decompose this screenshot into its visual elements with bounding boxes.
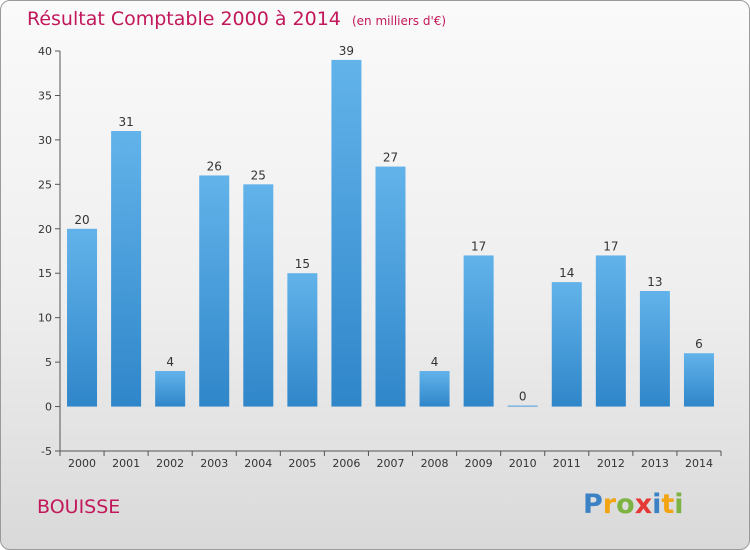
bar-value-label: 0: [519, 390, 527, 404]
bar-value-label: 4: [431, 355, 439, 369]
subtitle-text: (en milliers d'€): [351, 14, 447, 28]
logo-letter: r: [602, 489, 617, 520]
bar-2013: [639, 291, 670, 407]
bar-2004: [243, 184, 274, 407]
bar-2014: [683, 353, 714, 407]
title-text: Résultat Comptable 2000 à 2014: [27, 8, 341, 30]
bar-2001: [111, 131, 142, 407]
x-tick-label: 2000: [68, 457, 96, 470]
bar-2003: [199, 175, 230, 407]
proxiti-logo: Proxiti: [583, 489, 684, 520]
x-tick-label: 2006: [332, 457, 360, 470]
x-tick-label: 2003: [200, 457, 228, 470]
x-tick-label: 2007: [377, 457, 405, 470]
y-tick-label: 25: [38, 178, 52, 191]
bar-value-label: 14: [559, 266, 574, 280]
bar-2000: [67, 228, 98, 407]
chart-title: Résultat Comptable 2000 à 2014 (en milli…: [27, 8, 446, 30]
bar-value-label: 17: [603, 239, 618, 253]
bar-value-label: 15: [295, 257, 310, 271]
bar-2002: [155, 371, 186, 407]
bar-2005: [287, 273, 318, 407]
bar-2009: [463, 255, 494, 407]
bar-2010: [507, 405, 538, 407]
bar-value-label: 13: [647, 275, 662, 289]
y-tick-label: 0: [45, 401, 52, 414]
x-tick-label: 2014: [685, 457, 713, 470]
bar-value-label: 39: [339, 44, 354, 58]
x-tick-label: 2004: [244, 457, 272, 470]
logo-letter: t: [661, 489, 675, 520]
bar-value-label: 17: [471, 239, 486, 253]
y-tick-label: 20: [38, 223, 52, 236]
bar-2008: [419, 371, 450, 407]
x-tick-label: 2013: [641, 457, 669, 470]
bar-2006: [331, 59, 362, 407]
x-tick-label: 2002: [156, 457, 184, 470]
bar-2011: [551, 282, 582, 407]
y-tick-label: 5: [45, 356, 52, 369]
x-tick-label: 2011: [553, 457, 581, 470]
x-tick-label: 2005: [288, 457, 316, 470]
y-tick-label: 30: [38, 134, 52, 147]
logo-letter: i: [674, 489, 684, 520]
y-tick-label: 35: [38, 89, 52, 102]
x-tick-label: 2001: [112, 457, 140, 470]
logo-letter: i: [652, 489, 662, 520]
x-tick-label: 2012: [597, 457, 625, 470]
bar-value-label: 27: [383, 151, 398, 165]
bar-value-label: 25: [251, 168, 266, 182]
logo-letter: o: [616, 489, 635, 520]
bar-2007: [375, 166, 406, 407]
bar-value-label: 20: [74, 213, 89, 227]
bar-2012: [595, 255, 626, 407]
x-tick-label: 2010: [509, 457, 537, 470]
y-tick-label: -5: [41, 445, 52, 458]
bar-value-label: 26: [207, 159, 222, 173]
bar-value-label: 4: [166, 355, 174, 369]
logo-letter: P: [583, 489, 603, 520]
logo-letter: x: [634, 489, 653, 520]
x-tick-label: 2009: [465, 457, 493, 470]
bar-value-label: 6: [695, 337, 703, 351]
y-tick-label: 10: [38, 312, 52, 325]
bar-value-label: 31: [118, 115, 133, 129]
y-tick-label: 40: [38, 45, 52, 58]
location-name: BOUISSE: [37, 496, 121, 518]
x-tick-label: 2008: [421, 457, 449, 470]
y-tick-label: 15: [38, 267, 52, 280]
